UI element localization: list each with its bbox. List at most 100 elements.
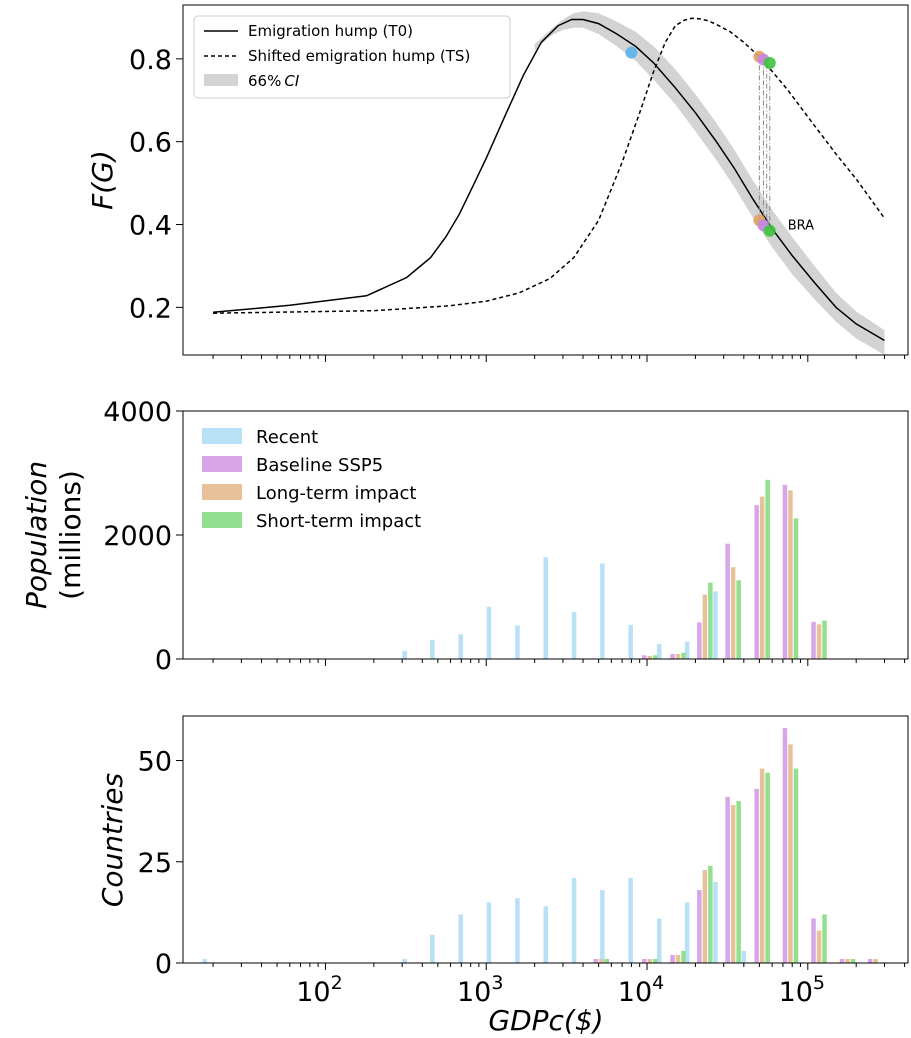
legend-ci-label: 66% CI	[248, 72, 300, 90]
y-tick-label: 0.8	[129, 45, 172, 76]
bar-shortterm	[765, 479, 770, 659]
hump-legend-box	[193, 15, 511, 99]
y-tick-label: 0	[155, 949, 172, 980]
bar-shortterm	[822, 914, 827, 963]
bar-recent	[571, 878, 577, 963]
bar-recent	[657, 918, 662, 963]
country-point-shortterm	[763, 56, 776, 69]
bar-recent	[402, 959, 407, 963]
hump-lines-layer	[213, 17, 886, 342]
bar-longterm	[730, 567, 736, 659]
bar-recent	[458, 914, 463, 963]
bar-longterm	[675, 954, 681, 963]
bar-baseline	[754, 788, 759, 963]
bar-recent	[628, 624, 633, 659]
bar-recent	[202, 959, 208, 963]
bar-longterm	[873, 959, 878, 963]
hump-legend: Emigration hump (T0) Shifted emigration …	[193, 15, 511, 99]
bar-recent	[430, 934, 435, 963]
bar-baseline	[811, 918, 816, 963]
bar-recent	[402, 650, 407, 659]
bar-recent	[458, 634, 463, 659]
bar-recent	[486, 902, 492, 963]
hump-panel: BRA 0.2 0.4 0.6 0.8 F(G) Emigration hump (T…	[86, 4, 909, 362]
bar-recent	[515, 898, 520, 963]
ci-band	[534, 11, 885, 355]
emigration-hump-t0-line	[213, 18, 885, 342]
countries-panel: 0 25 50 102 103 104 105 Countries GDPc($)	[96, 715, 909, 1037]
y-tick-label: 50	[138, 747, 172, 778]
bar-recent	[684, 641, 690, 659]
countries-x-ticks: 102 103 104 105	[212, 963, 906, 1008]
bar-shortterm	[793, 518, 799, 659]
bar-recent	[713, 882, 718, 963]
bar-baseline	[754, 505, 759, 659]
bar-longterm	[788, 490, 793, 659]
legend-recent-swatch	[202, 428, 242, 444]
population-y-axis-label: Population	[20, 461, 53, 609]
bar-longterm	[759, 496, 765, 659]
bar-baseline	[782, 484, 788, 659]
bar-longterm	[702, 594, 708, 659]
x-tick-label: 103	[457, 972, 503, 1008]
bar-shortterm	[793, 768, 799, 963]
legend-baseline-label: Baseline SSP5	[256, 455, 383, 476]
legend-longterm-swatch	[202, 484, 242, 500]
population-x-ticks	[212, 659, 906, 666]
y-tick-label: 0.2	[129, 293, 172, 324]
legend-ci-swatch	[204, 74, 238, 86]
country-annotation: BRA	[788, 219, 814, 234]
bar-shortterm	[708, 582, 713, 659]
bar-recent	[543, 906, 548, 963]
bar-shortterm	[708, 865, 713, 963]
shifted-emigration-hump-ts-line	[213, 17, 886, 314]
bar-recent	[430, 639, 435, 659]
bar-baseline	[642, 959, 647, 963]
bar-baseline	[867, 959, 873, 963]
bar-shortterm	[736, 580, 741, 659]
bar-shortterm	[653, 655, 658, 659]
ci-band-layer	[534, 11, 885, 355]
bar-longterm	[647, 959, 652, 963]
bar-shortterm	[822, 620, 827, 659]
bar-baseline	[670, 654, 675, 659]
countries-bars-layer	[202, 728, 878, 963]
ylabel-g: G	[86, 161, 119, 183]
legend-shortterm-swatch	[202, 512, 242, 528]
y-tick-label: 0	[155, 645, 172, 676]
bar-recent	[515, 625, 520, 659]
bar-shortterm	[850, 959, 856, 963]
bar-baseline	[839, 959, 845, 963]
hump-y-ticks: 0.2 0.4 0.6 0.8	[129, 45, 183, 324]
legend-longterm-label: Long-term impact	[256, 483, 416, 504]
country-points-layer	[625, 46, 776, 237]
bar-longterm	[816, 624, 822, 659]
countries-y-ticks: 0 25 50	[138, 747, 183, 980]
bar-recent	[543, 557, 548, 659]
country-point-shortterm	[763, 224, 776, 237]
x-tick-label: 102	[296, 972, 342, 1008]
x-tick-label: 105	[779, 972, 825, 1008]
bar-baseline	[697, 622, 702, 659]
countries-y-axis-label: Countries	[96, 773, 129, 907]
bar-shortterm	[765, 772, 770, 963]
bar-longterm	[702, 869, 708, 963]
bar-shortterm	[681, 950, 686, 963]
bar-recent	[628, 878, 633, 963]
bar-recent	[657, 644, 662, 659]
bar-longterm	[730, 805, 736, 963]
y-tick-label: 4000	[103, 397, 172, 428]
bar-recent	[571, 611, 577, 659]
bar-baseline	[725, 543, 730, 659]
bar-longterm	[647, 655, 652, 659]
bar-recent	[600, 890, 605, 963]
y-tick-label: 25	[138, 848, 172, 879]
countries-axes-frame	[182, 715, 909, 964]
bar-longterm	[675, 654, 681, 659]
ylabel-close: )	[86, 150, 119, 163]
population-y-ticks: 0 2000 4000	[103, 397, 183, 676]
connector-lines-layer	[758, 56, 771, 231]
bar-recent	[486, 606, 492, 659]
bar-recent	[741, 950, 746, 963]
